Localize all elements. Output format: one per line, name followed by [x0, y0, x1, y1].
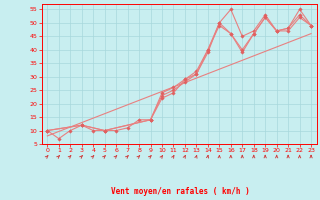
Text: Vent moyen/en rafales ( km/h ): Vent moyen/en rafales ( km/h )	[111, 187, 250, 196]
